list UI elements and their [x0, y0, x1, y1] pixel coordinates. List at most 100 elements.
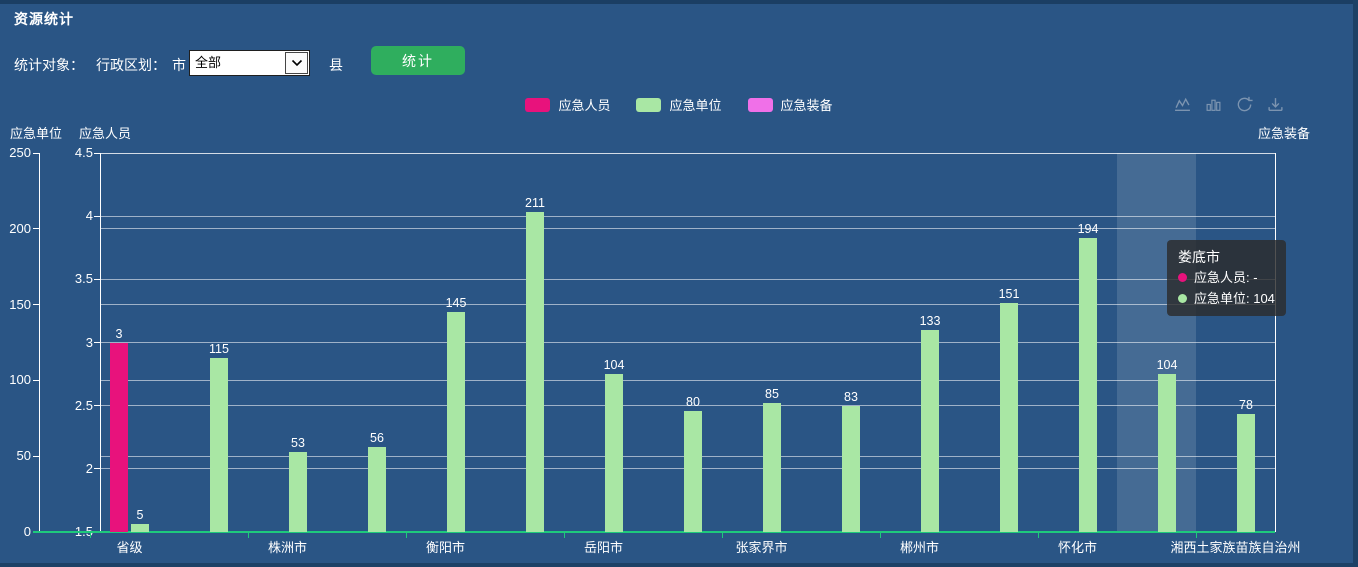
y-axis-label: 100 — [9, 372, 31, 388]
y-axis-name-personnel: 应急人员 — [79, 126, 132, 141]
legend-item-units[interactable]: 应急单位 — [636, 95, 722, 114]
grid-line — [100, 342, 1275, 343]
refresh-icon[interactable] — [1236, 96, 1253, 113]
axis-tick — [33, 304, 39, 306]
city-select[interactable]: 全部 — [189, 50, 310, 76]
x-axis-label: 湘西土家族苗族自治州 — [1170, 540, 1301, 555]
axis-tick — [94, 342, 100, 343]
stat-object-label: 统计对象： — [14, 57, 84, 73]
y-axis-line-units — [38, 153, 40, 532]
bar-units[interactable] — [131, 524, 149, 532]
axis-tick — [722, 532, 723, 538]
line-chart-icon[interactable] — [1174, 96, 1191, 113]
bar-units[interactable] — [210, 357, 228, 532]
bar-units[interactable] — [368, 447, 386, 532]
y-axis-label: 2 — [85, 460, 93, 476]
bar-units[interactable] — [605, 374, 623, 532]
grid-line — [100, 215, 1275, 217]
axis-tick — [564, 532, 565, 538]
bar-value-label: 145 — [445, 296, 467, 311]
axis-tick — [94, 278, 100, 280]
legend-label-units: 应急单位 — [669, 98, 722, 113]
grid-line — [100, 379, 1275, 381]
bar-units[interactable] — [1158, 374, 1176, 532]
axis-tick — [406, 532, 407, 538]
county-label: 县 — [329, 57, 343, 73]
bar-value-label: 78 — [1239, 397, 1253, 412]
bar-units[interactable] — [289, 451, 307, 532]
y-axis-line-equipment — [1274, 153, 1276, 532]
bottom-frame-strip — [0, 563, 1358, 567]
statistics-button[interactable]: 统计 — [371, 46, 465, 75]
y-axis-name-equipment: 应急装备 — [1257, 126, 1310, 141]
legend-swatch-equipment — [747, 97, 773, 112]
tooltip-row: 应急单位: 104 — [1178, 288, 1275, 309]
bar-value-label: 133 — [919, 314, 941, 329]
bar-units[interactable] — [1237, 413, 1255, 532]
bar-units[interactable] — [763, 403, 781, 532]
x-axis-label: 岳阳市 — [583, 540, 623, 555]
y-axis-label: 150 — [9, 296, 31, 312]
legend-label-equipment: 应急装备 — [780, 98, 833, 113]
legend: 应急人员 应急单位 应急装备 — [0, 95, 1358, 114]
x-axis-label: 怀化市 — [1057, 540, 1097, 555]
bar-value-label: 85 — [765, 387, 779, 402]
axis-tick — [94, 405, 100, 407]
tooltip: 娄底市 应急人员: - 应急单位: 104 — [1167, 240, 1286, 316]
x-axis-label: 省级 — [116, 540, 143, 555]
chart-toolbox — [1174, 96, 1284, 113]
select-arrow-button[interactable] — [285, 52, 308, 74]
axis-tick — [94, 468, 100, 470]
city-label: 市 — [172, 57, 186, 73]
bar-units[interactable] — [1079, 237, 1097, 532]
legend-swatch-units — [636, 97, 662, 112]
y-axis-label: 3.5 — [74, 271, 93, 287]
y-axis-label: 4 — [85, 208, 93, 224]
legend-item-personnel[interactable]: 应急人员 — [525, 95, 610, 114]
axis-tick — [880, 532, 881, 538]
bar-value-label: 194 — [1077, 221, 1099, 236]
bar-value-label: 56 — [370, 431, 384, 446]
bar-personnel[interactable] — [110, 342, 128, 532]
download-icon[interactable] — [1267, 96, 1284, 113]
bar-value-label: 104 — [603, 358, 625, 373]
axis-tick — [248, 532, 249, 538]
bar-value-label: 80 — [686, 394, 700, 409]
bar-units[interactable] — [842, 406, 860, 532]
grid-line — [100, 304, 1275, 306]
admin-division-label: 行政区划： — [96, 57, 166, 73]
y-axis-label: 0 — [23, 524, 31, 539]
legend-swatch-personnel — [525, 97, 551, 112]
chevron-down-icon — [291, 59, 302, 67]
x-axis-label: 衡阳市 — [425, 540, 465, 555]
bar-value-label: 151 — [998, 287, 1020, 302]
tooltip-dot-personnel — [1178, 273, 1187, 282]
y-axis-label: 2.5 — [74, 397, 93, 413]
bar-value-label: 115 — [209, 341, 229, 356]
y-axis-label: 250 — [9, 145, 31, 160]
right-frame-strip — [1353, 0, 1358, 567]
axis-tick — [1196, 532, 1197, 538]
grid-line — [100, 405, 1275, 407]
bar-units[interactable] — [1000, 303, 1018, 532]
axis-tick — [94, 215, 100, 217]
tooltip-title: 娄底市 — [1178, 249, 1220, 265]
bar-chart-icon[interactable] — [1205, 96, 1222, 113]
legend-item-equipment[interactable]: 应急装备 — [747, 95, 833, 114]
city-select-value: 全部 — [195, 55, 222, 70]
axis-tick — [33, 455, 39, 457]
axis-tick — [33, 152, 39, 154]
panel-title: 资源统计 — [14, 11, 74, 27]
bar-units[interactable] — [526, 212, 544, 532]
tooltip-row-text: 应急人员: - — [1194, 270, 1258, 285]
bar-value-label: 104 — [1156, 358, 1178, 373]
bar-units[interactable] — [447, 312, 465, 532]
bar-units[interactable] — [921, 330, 939, 532]
bar-units[interactable] — [684, 410, 702, 532]
tooltip-dot-units — [1178, 294, 1187, 303]
y-axis-name-units: 应急单位 — [10, 126, 63, 141]
grid-line — [100, 152, 1275, 154]
y-axis-label: 200 — [9, 220, 31, 236]
